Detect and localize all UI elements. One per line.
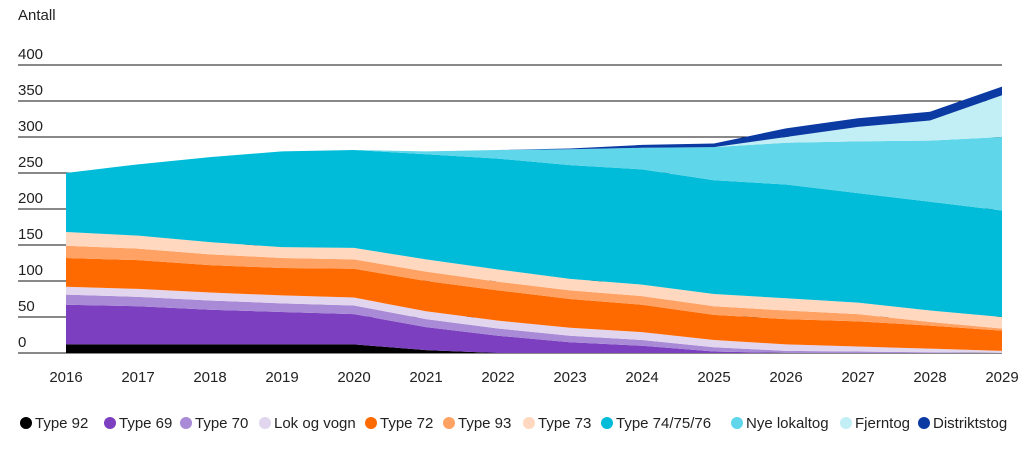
legend-label: Type 73 [538,415,591,432]
area [66,137,1002,211]
area [66,294,1002,353]
x-tick-label: 2018 [193,369,226,386]
x-tick-label: 2029 [985,369,1018,386]
legend-label: Nye lokaltog [746,415,829,432]
y-tick-label: 350 [18,82,43,99]
legend-label: Fjerntog [855,415,910,432]
area [66,304,1002,353]
legend-swatch [104,417,116,429]
legend-label: Distriktstog [933,415,1007,432]
y-tick-label: 300 [18,118,43,135]
legend-label: Type 74/75/76 [616,415,711,432]
y-tick-label: 200 [18,190,43,207]
area [66,245,1002,331]
y-tick-label: 50 [18,298,35,315]
y-tick-label: 100 [18,262,43,279]
y-tick-label: 250 [18,154,43,171]
legend-label: Type 93 [458,415,511,432]
x-tick-label: 2026 [769,369,802,386]
area [66,232,1002,329]
x-tick-label: 2017 [121,369,154,386]
plot-area [66,86,1002,353]
y-tick-label: 150 [18,226,43,243]
area [66,344,1002,353]
y-tick-label: 0 [18,334,26,351]
legend-swatch [523,417,535,429]
x-tick-label: 2028 [913,369,946,386]
legend-swatch [365,417,377,429]
legend-label: Lok og vogn [274,415,356,432]
legend-label: Type 69 [119,415,172,432]
x-tick-label: 2027 [841,369,874,386]
legend-swatch [259,417,271,429]
x-tick-label: 2022 [481,369,514,386]
area [66,86,1002,173]
axes: 0 50 100 150 200 250 300 350 400 2016 2017 2018 2019… [18,46,1019,386]
area [66,286,1002,353]
y-tick-label: 400 [18,46,43,63]
legend-label: Type 92 [35,415,88,432]
x-tick-label: 2019 [265,369,298,386]
legend-swatch [601,417,613,429]
x-tick-label: 2025 [697,369,730,386]
x-tick-label: 2016 [49,369,82,386]
x-tick-label: 2023 [553,369,586,386]
legend-swatch [180,417,192,429]
legend-swatch [20,417,32,429]
legend-swatch [918,417,930,429]
legend: Type 92 Type 69 Type 70 Lok og vogn Type 72 T… [20,415,1007,432]
x-tick-label: 2024 [625,369,658,386]
legend-label: Type 72 [380,415,433,432]
area [66,95,1002,173]
area [66,257,1002,351]
area [66,149,1002,317]
legend-swatch [840,417,852,429]
x-tick-label: 2020 [337,369,370,386]
y-axis-label: Antall [18,7,56,24]
legend-swatch [731,417,743,429]
x-tick-label: 2021 [409,369,442,386]
legend-swatch [443,417,455,429]
legend-label: Type 70 [195,415,248,432]
